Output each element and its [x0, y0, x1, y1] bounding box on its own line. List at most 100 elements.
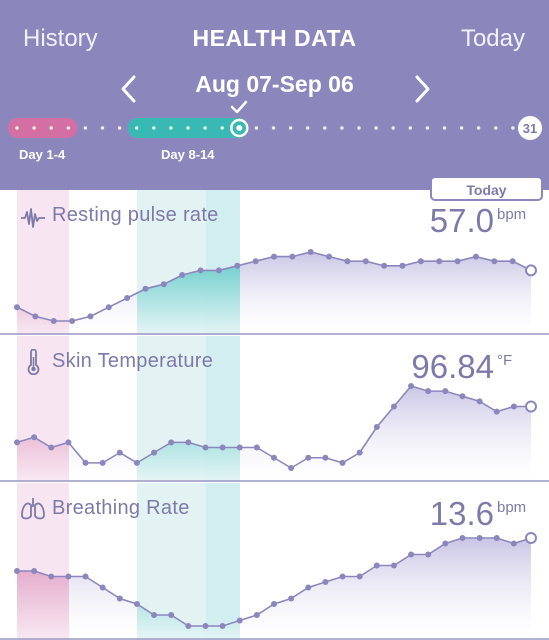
- data-point: [436, 258, 443, 265]
- data-point: [116, 449, 123, 456]
- data-point: [215, 267, 222, 274]
- skin-temperature-section: Skin Temperature 96.84 °F: [0, 336, 549, 482]
- data-point: [124, 295, 131, 301]
- data-point: [305, 454, 312, 461]
- timeline-dot: [323, 126, 327, 130]
- data-point: [50, 318, 57, 324]
- current-point: [525, 264, 537, 277]
- breathing-rate-chart: [0, 483, 549, 640]
- today-link[interactable]: Today: [460, 25, 525, 52]
- period-band: [206, 483, 240, 640]
- data-point: [459, 535, 466, 541]
- timeline-dot: [15, 126, 19, 130]
- data-point: [271, 454, 277, 461]
- data-point: [116, 595, 123, 602]
- data-point: [373, 562, 380, 569]
- data-point: [510, 403, 517, 410]
- timeline-dot: [340, 126, 344, 130]
- data-point: [185, 439, 192, 446]
- data-point: [425, 388, 432, 395]
- data-point: [326, 253, 333, 260]
- timeline-dot: [152, 126, 156, 130]
- data-point: [168, 612, 175, 618]
- resting-pulse-chart: [0, 190, 549, 335]
- metric-title: Breathing Rate: [52, 497, 190, 519]
- data-point: [31, 568, 38, 574]
- data-point: [454, 258, 461, 265]
- data-point: [493, 408, 500, 415]
- data-point: [253, 444, 260, 451]
- data-point: [476, 535, 483, 541]
- data-point: [307, 249, 314, 255]
- timeline-dot: [49, 126, 53, 130]
- check-icon: [230, 100, 248, 114]
- data-point: [491, 258, 498, 265]
- chevron-left-icon[interactable]: [117, 72, 141, 106]
- data-point: [65, 573, 72, 580]
- chevron-right-icon[interactable]: [410, 72, 434, 106]
- history-link[interactable]: History: [23, 25, 98, 52]
- data-point: [417, 258, 424, 265]
- timeline-dot: [254, 126, 259, 130]
- metric-title: Skin Temperature: [52, 350, 214, 372]
- timeline-dot: [220, 126, 224, 130]
- data-point: [472, 253, 479, 260]
- current-point: [525, 400, 537, 413]
- data-point: [14, 568, 20, 574]
- data-point: [14, 304, 20, 311]
- day-timeline[interactable]: 31: [0, 110, 549, 160]
- timeline-dot: [459, 126, 464, 130]
- data-point: [105, 304, 112, 311]
- timeline-dot: [169, 126, 173, 130]
- timeline-dot: [511, 126, 515, 130]
- metric-unit: bpm: [497, 206, 527, 223]
- data-point: [185, 623, 192, 629]
- timeline-dot: [66, 126, 71, 130]
- resting-pulse-section: Resting pulse rate 57.0 bpm: [0, 190, 549, 335]
- data-point: [493, 535, 500, 541]
- timeline-dot: [391, 126, 395, 130]
- data-point: [32, 313, 39, 320]
- data-point: [82, 459, 89, 466]
- data-point: [271, 253, 277, 260]
- data-point: [373, 424, 380, 430]
- selected-day-marker-dot: [236, 125, 243, 131]
- timeline-dot: [425, 126, 430, 130]
- data-point: [151, 612, 158, 618]
- thermometer-icon: [27, 349, 40, 375]
- today-button[interactable]: Today: [430, 176, 543, 201]
- data-point: [151, 449, 158, 456]
- timeline-dot: [203, 126, 207, 130]
- date-range-label: Aug 07-Sep 06: [195, 71, 354, 97]
- data-point: [362, 258, 369, 265]
- timeline-highlight: [8, 118, 78, 138]
- data-point: [99, 584, 106, 591]
- timeline-dot: [186, 126, 190, 130]
- data-point: [425, 551, 432, 558]
- data-point: [179, 272, 186, 278]
- lungs-icon: [21, 498, 45, 520]
- data-point: [510, 540, 517, 547]
- app-header: History HEALTH DATA Today Aug 07-Sep 06 …: [0, 0, 549, 190]
- timeline-dot: [271, 126, 276, 130]
- data-point: [476, 398, 483, 405]
- day-range-label-1: Day 1-4: [19, 147, 66, 162]
- data-point: [48, 573, 55, 580]
- data-point: [442, 388, 449, 395]
- period-fill: [137, 604, 240, 638]
- data-point: [509, 258, 516, 265]
- data-point: [442, 540, 449, 547]
- data-point: [339, 573, 346, 580]
- data-point: [197, 267, 204, 274]
- data-point: [133, 601, 140, 607]
- metric-value: 96.84: [411, 348, 494, 385]
- data-point: [390, 403, 397, 410]
- data-point: [48, 444, 55, 451]
- data-point: [168, 439, 175, 446]
- breathing-rate-section: Breathing Rate 13.6 bpm: [0, 483, 549, 640]
- data-point: [390, 562, 397, 569]
- data-point: [305, 584, 312, 591]
- data-point: [236, 444, 243, 451]
- period-fill: [17, 571, 69, 638]
- area-fill: [17, 538, 531, 638]
